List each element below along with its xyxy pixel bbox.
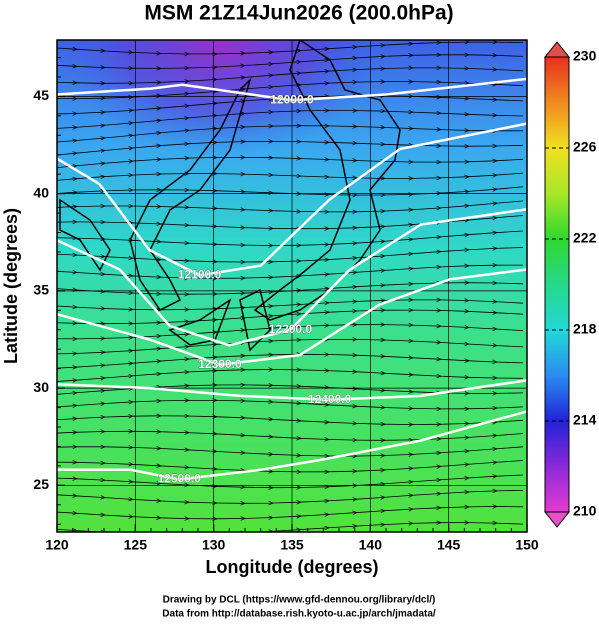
streamline: [57, 416, 524, 425]
y-axis-label: Latitude (degrees): [1, 208, 21, 364]
contour-label: 12000.0: [270, 92, 314, 106]
plot-frame: [56, 39, 528, 533]
x-tick-label: 140: [359, 537, 383, 553]
x-tick-label: 135: [280, 537, 304, 553]
streamline: [57, 42, 524, 54]
streamline: [57, 173, 524, 181]
streamline: [57, 523, 524, 532]
streamline: [57, 230, 524, 246]
contours: 12000.0 12100.0 12200.0 12300.0 12400.0 12500…: [57, 77, 527, 486]
contour-line: [57, 122, 527, 277]
streamline: [57, 490, 524, 503]
streamline: [57, 339, 524, 354]
streamline: [57, 400, 524, 409]
contour-line: [57, 207, 527, 347]
credit: Drawing by DCL (https://www.gfd-dennou.o…: [163, 595, 436, 606]
x-tick-label: 125: [124, 537, 148, 553]
streamline: [57, 461, 524, 472]
colorbar: [544, 56, 570, 513]
contour-line: [57, 268, 527, 367]
contour-label: 12300.0: [198, 357, 242, 371]
streamline: [57, 248, 524, 263]
credit: Data from http://database.rish.kyoto-u.a…: [162, 609, 436, 620]
contour-label: 12500.0: [158, 472, 202, 486]
contour-label: 12200.0: [269, 322, 313, 336]
streamline: [57, 126, 523, 143]
streamline: [57, 447, 524, 456]
streamline: [57, 354, 524, 368]
colorbar-tick-label: 210: [573, 503, 597, 519]
colorbar-under: [543, 511, 571, 528]
streamline: [57, 141, 524, 156]
colorbar-tick-label: 218: [573, 321, 597, 337]
grid: [56, 40, 528, 532]
x-tick-label: 130: [202, 537, 226, 553]
x-axis-label: Longitude (degrees): [205, 557, 378, 577]
y-tick-label: 45: [33, 87, 49, 103]
contour-label: 12100.0: [178, 267, 222, 281]
streamline: [57, 370, 524, 383]
coastline: [59, 40, 401, 352]
y-tick-label: 40: [33, 184, 49, 200]
contour-line: [57, 410, 527, 481]
colorbar-tick-label: 230: [573, 48, 597, 64]
streamline: [57, 157, 524, 168]
contour-label: 12400.0: [308, 392, 352, 406]
streamline: [57, 111, 524, 129]
colorbar-tick-label: 222: [573, 230, 597, 246]
colorbar-tick-label: 226: [573, 139, 597, 155]
colorbar-tick-label: 214: [573, 412, 597, 428]
contour-line: [57, 379, 527, 402]
chart-title: MSM 21Z14Jun2026 (200.0hPa): [144, 2, 453, 25]
streamline: [57, 431, 524, 440]
y-tick-label: 35: [33, 282, 49, 298]
streamline: [57, 200, 524, 212]
x-tick-label: 150: [515, 537, 539, 553]
y-tick-label: 30: [33, 379, 49, 395]
contour-line: [57, 77, 527, 102]
streamline: [57, 507, 524, 519]
streamline: [57, 475, 524, 488]
y-tick-label: 25: [33, 476, 49, 492]
x-tick-label: 120: [45, 537, 69, 553]
colorbar-over: [543, 41, 571, 58]
x-tick-label: 145: [437, 537, 461, 553]
